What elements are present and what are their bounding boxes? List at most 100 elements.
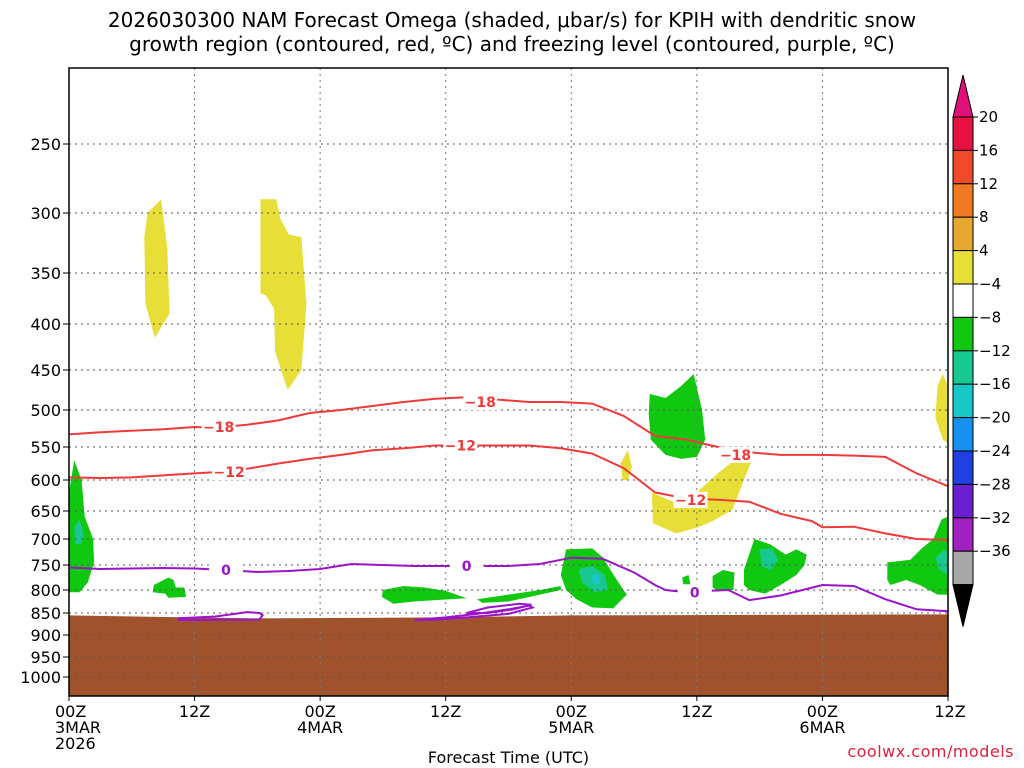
colorbar-top-arrow: [952, 74, 974, 118]
colorbar: 20 16 12 8 4 −4 −8 −12 −16 −20 −24 −28 −32 −36: [952, 74, 1011, 627]
contour-label-minus12-1-bg: [212, 464, 247, 481]
colorbar-swatch-11: [952, 483, 974, 519]
colorbar-swatch-13: [952, 550, 974, 586]
y-tick-label-950: 950: [30, 648, 61, 667]
y-tick-label-450: 450: [30, 361, 61, 380]
y-tick-label-900: 900: [30, 626, 61, 645]
x-tick-label-0-2: 2026: [55, 734, 96, 753]
x-tick-label-72-0: 00Z: [807, 702, 838, 721]
contour-label-freezing-1: 0: [221, 563, 231, 579]
colorbar-label-8: −16: [979, 375, 1011, 393]
contour-label-minus18-2: −18: [465, 395, 496, 411]
colorbar-label-0: 20: [979, 108, 998, 126]
contour-label-minus18-3-bg: [718, 446, 753, 463]
grid-layer: [69, 68, 948, 696]
y-tick-label-700: 700: [30, 530, 61, 549]
colorbar-label-13: −36: [979, 542, 1011, 560]
x-tick-label-0-0: 00Z: [55, 702, 86, 721]
colorbar-label-12: −32: [979, 509, 1011, 527]
colorbar-label-9: −20: [979, 409, 1011, 427]
colorbar-label-11: −28: [979, 475, 1011, 493]
contour-minus12: [68, 444, 949, 541]
x-tick-label-48-0: 00Z: [556, 702, 587, 721]
x-tick-label-0-1: 3MAR: [55, 718, 101, 737]
x-axis-title: Forecast Time (UTC): [428, 748, 589, 767]
omega-area-green-7: [712, 570, 735, 591]
y-tick-label-350: 350: [30, 264, 61, 283]
contour-label-minus18-2-bg: [463, 394, 498, 410]
colorbar-bottom-arrow: [952, 584, 974, 627]
colorbar-swatch-10: [952, 450, 974, 485]
omega-area-teal-3: [759, 548, 779, 570]
omega-area-yellow-3: [935, 374, 948, 444]
omega-shading-layer: [69, 199, 948, 609]
omega-area-cyan-1: [590, 574, 601, 585]
colorbar-swatch-3: [952, 216, 974, 252]
y-tick-label-300: 300: [30, 204, 61, 223]
contour-label-minus12-3: −12: [675, 493, 706, 509]
colorbar-swatch-12: [952, 517, 974, 552]
omega-area-green-10: [887, 516, 948, 595]
contour-label-freezing-2: 0: [462, 559, 472, 575]
y-tick-label-550: 550: [30, 438, 61, 457]
y-tick-label-400: 400: [30, 315, 61, 334]
x-tick-label-48-1: 5MAR: [548, 718, 594, 737]
contour-freezing-loop-3: [466, 602, 532, 614]
omega-area-green-9: [743, 539, 807, 594]
y-tick-label-1000: 1000: [20, 668, 61, 687]
y-tick-label-250: 250: [30, 135, 61, 154]
colorbar-swatch-7: [952, 350, 974, 385]
x-tick-label-72-1: 6MAR: [799, 718, 845, 737]
y-tick-label-850: 850: [30, 604, 61, 623]
site-credit: coolwx.com/models: [847, 742, 1014, 761]
colorbar-swatch-6: [952, 316, 974, 352]
colorbar-swatch-5: [952, 283, 974, 318]
omega-area-yellow-4: [620, 450, 632, 480]
contour-label-minus12-1: −12: [213, 465, 244, 481]
y-tick-label-650: 650: [30, 502, 61, 521]
contour-freezing-loop-1: [177, 611, 265, 621]
x-tick-label-24-1: 4MAR: [297, 718, 343, 737]
colorbar-swatch-8: [952, 383, 974, 419]
terrain-layer: [69, 614, 948, 696]
colorbar-swatch-1: [952, 149, 974, 185]
contour-label-freezing-3: 0: [690, 585, 700, 601]
colorbar-label-1: 16: [979, 141, 998, 159]
contour-label-minus12-2-bg: [443, 437, 478, 454]
plot-frame: [68, 67, 949, 697]
chart-title-line-1: 2026030300 NAM Forecast Omega (shaded, μ…: [107, 8, 917, 32]
colorbar-swatch-4: [952, 250, 974, 285]
colorbar-swatch-9: [952, 417, 974, 452]
colorbar-label-5: −4: [979, 275, 1001, 293]
omega-area-green-3: [381, 586, 467, 604]
terrain-fill: [69, 614, 948, 696]
contour-freezing-loop-2: [414, 604, 536, 621]
x-tick-label-84-0: 12Z: [934, 702, 965, 721]
colorbar-label-3: 8: [979, 208, 989, 226]
colorbar-swatch-2: [952, 183, 974, 218]
plot-border: [68, 67, 949, 697]
x-tick-label-36-0: 12Z: [430, 702, 461, 721]
contour-label-minus12-3-bg: [673, 491, 708, 508]
x-tick-label-12-0: 12Z: [179, 702, 210, 721]
contour-layer: −18 −18 −18 −12 −12 −12 0 0 0: [68, 394, 949, 621]
contour-label-minus18-3: −18: [720, 448, 751, 464]
y-axis: 250 300 350 400 450 500 550 600 650 700 750 800 850 9…: [20, 135, 69, 687]
contour-label-freezing-2-bg: [449, 558, 484, 574]
colorbar-label-2: 12: [979, 175, 998, 193]
x-tick-label-60-0: 12Z: [681, 702, 712, 721]
y-tick-label-750: 750: [30, 556, 61, 575]
omega-area-green-2: [152, 577, 187, 598]
colorbar-label-6: −8: [979, 308, 1001, 326]
omega-area-green-4: [477, 586, 561, 603]
contour-label-minus18-1: −18: [203, 420, 234, 436]
contour-label-minus12-2: −12: [445, 439, 476, 455]
omega-area-green-8: [682, 575, 691, 585]
y-tick-label-500: 500: [30, 401, 61, 420]
omega-area-yellow-1: [144, 199, 170, 338]
contour-label-minus18-1-bg: [201, 419, 236, 436]
contour-freezing-level: [68, 556, 949, 613]
omega-area-teal-4: [935, 549, 948, 575]
contour-label-freezing-1-bg: [208, 562, 243, 578]
